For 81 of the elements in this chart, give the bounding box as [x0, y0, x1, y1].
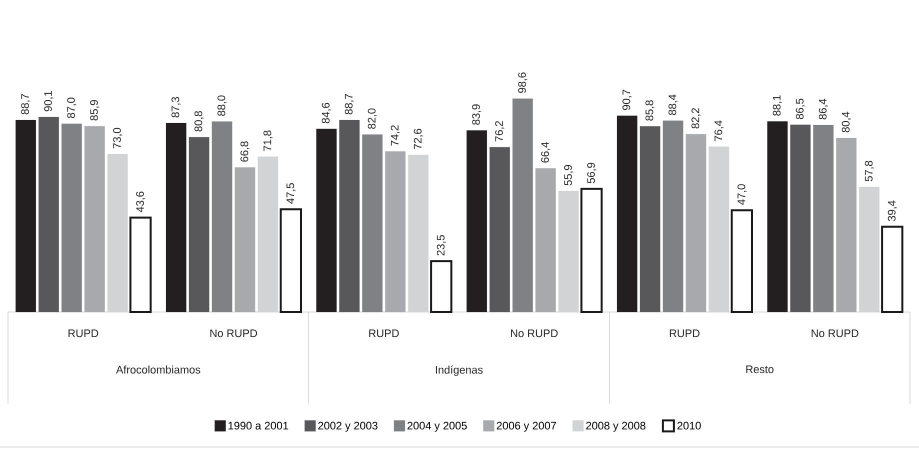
data-label: 84,6 — [322, 102, 331, 124]
data-label: 55,9 — [564, 165, 574, 186]
data-label: 47,5 — [286, 183, 296, 204]
data-label: 86,5 — [796, 98, 805, 120]
data-label: 74,2 — [390, 125, 400, 146]
legend-label: 2002 y 2003 — [318, 422, 378, 432]
bar — [708, 146, 730, 312]
data-label: 71,8 — [263, 130, 273, 151]
data-label: 88,0 — [217, 95, 227, 116]
data-label: 72,6 — [414, 128, 423, 150]
bar — [616, 116, 638, 312]
data-label: 86,4 — [818, 98, 828, 120]
bar — [767, 121, 788, 312]
bar — [107, 154, 128, 312]
text: Indígenas — [436, 366, 483, 376]
data-label: 23,5 — [436, 235, 446, 256]
data-label: 88,4 — [668, 94, 678, 116]
x-tick-label: RUPD — [68, 330, 98, 338]
data-label: 98,6 — [518, 72, 528, 93]
data-label: 87,0 — [67, 98, 76, 118]
data-label: 83,9 — [472, 104, 482, 125]
data-label: 87,3 — [171, 97, 181, 118]
x-tick-label: RUPD — [369, 330, 399, 338]
data-label: 57,8 — [864, 160, 874, 182]
data-label: 66,4 — [541, 142, 550, 163]
bar — [558, 190, 579, 312]
bar — [430, 260, 452, 313]
bar — [859, 186, 880, 312]
bar — [16, 120, 36, 312]
bar — [466, 130, 487, 312]
data-label: 66,8 — [240, 141, 250, 162]
data-label: 80,4 — [842, 112, 851, 132]
data-label: 88,1 — [772, 95, 782, 116]
data-label: 82,0 — [368, 108, 377, 129]
legend-label: 2008 y 2008 — [586, 422, 646, 432]
legend-label: 2010 — [677, 422, 701, 430]
bar — [166, 122, 186, 312]
text: Afrocolombiamos — [116, 366, 200, 374]
bar — [362, 134, 383, 312]
bar — [188, 137, 210, 312]
bar — [881, 226, 904, 313]
text: Resto — [746, 366, 774, 374]
data-label: 39,4 — [888, 200, 897, 222]
bar — [512, 98, 533, 312]
x-tick-label: No RUPD — [511, 330, 558, 338]
data-label: 88,7 — [344, 94, 354, 114]
bar — [813, 124, 834, 312]
data-label: 90,1 — [44, 91, 54, 112]
data-label: 88,7 — [21, 94, 30, 114]
x-tick-label: No RUPD — [210, 330, 258, 338]
data-label: 43,6 — [136, 192, 146, 212]
bar — [408, 154, 428, 312]
bar — [640, 126, 660, 312]
data-label: 73,0 — [113, 128, 122, 148]
bar — [316, 128, 337, 312]
data-label: 90,7 — [622, 90, 632, 110]
data-label: 76,4 — [714, 120, 724, 141]
legend-label: 2004 y 2005 — [408, 422, 467, 432]
data-label: 82,2 — [691, 108, 701, 128]
data-label: 85,8 — [645, 100, 655, 121]
x-tick-label: RUPD — [670, 330, 700, 338]
data-label: 56,9 — [587, 162, 596, 184]
bar — [129, 216, 152, 313]
bar — [62, 124, 82, 312]
bar — [339, 120, 360, 312]
data-label: 80,8 — [194, 111, 204, 132]
bar — [280, 208, 302, 313]
bar — [38, 116, 59, 312]
legend-label: 2006 y 2007 — [496, 422, 556, 432]
data-label: 76,2 — [495, 121, 504, 142]
bar — [662, 120, 684, 312]
bar — [790, 124, 811, 312]
data-label: 85,9 — [90, 100, 100, 120]
bar — [258, 156, 278, 312]
bar — [490, 147, 510, 312]
bar — [730, 209, 754, 313]
x-tick-label: No RUPD — [812, 330, 858, 338]
bar — [212, 121, 232, 312]
legend-label: 1990 a 2001 — [228, 422, 288, 430]
bar — [580, 188, 603, 313]
data-label: 47,0 — [737, 184, 747, 205]
